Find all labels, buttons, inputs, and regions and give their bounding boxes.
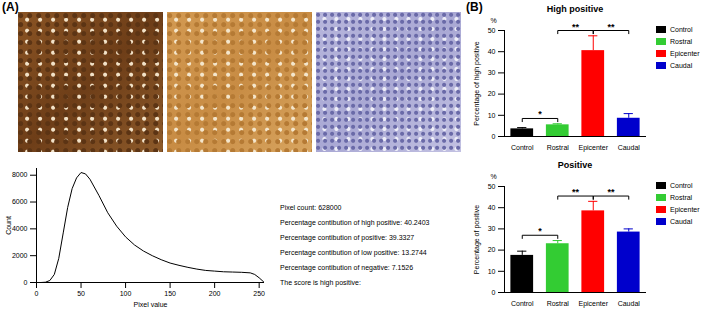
html-text:Rostral: Rostral xyxy=(670,38,693,45)
html-text:(A): (A) xyxy=(2,0,19,14)
svg-text:**: ** xyxy=(607,22,615,32)
svg-text:50: 50 xyxy=(77,290,85,297)
html-text:Positive: Positive xyxy=(557,160,593,170)
svg-text:0: 0 xyxy=(492,289,496,296)
html-text:Control: Control xyxy=(670,182,693,189)
svg-text:10: 10 xyxy=(488,112,496,119)
svg-text:Percentage of positive: Percentage of positive xyxy=(473,205,481,274)
svg-text:8000: 8000 xyxy=(12,171,28,178)
svg-text:30: 30 xyxy=(488,225,496,232)
svg-text:2000: 2000 xyxy=(12,252,28,259)
svg-text:50: 50 xyxy=(488,183,496,190)
svg-text:Pixel value: Pixel value xyxy=(134,301,168,308)
svg-text:150: 150 xyxy=(164,290,176,297)
svg-text:250: 250 xyxy=(253,290,265,297)
html-text:Caudal: Caudal xyxy=(670,62,693,69)
svg-text:10: 10 xyxy=(488,268,496,275)
svg-text:%: % xyxy=(491,173,497,180)
svg-text:Rostral: Rostral xyxy=(547,300,570,307)
svg-text:**: ** xyxy=(572,22,580,32)
html-text:Percentage contibution of high: Percentage contibution of high positive:… xyxy=(280,219,430,226)
svg-text:*: * xyxy=(538,226,542,236)
svg-text:**: ** xyxy=(607,187,615,197)
svg-text:0: 0 xyxy=(35,290,39,297)
svg-text:Percentage of high positive: Percentage of high positive xyxy=(473,41,481,126)
svg-text:Caudal: Caudal xyxy=(618,300,641,307)
html-text:Control: Control xyxy=(670,26,693,33)
svg-text:Epicenter: Epicenter xyxy=(578,300,608,308)
svg-text:40: 40 xyxy=(488,48,496,55)
svg-text:Caudal: Caudal xyxy=(618,144,641,151)
html-text:Percentage contibution of nega: Percentage contibution of negative: 7.15… xyxy=(280,264,414,271)
html-text:Pixel count: 628000: Pixel count: 628000 xyxy=(280,204,342,211)
svg-text:%: % xyxy=(491,17,497,24)
html-text:Percentage contibution of posi: Percentage contibution of positive: 39.3… xyxy=(280,234,415,241)
svg-text:*: * xyxy=(538,109,542,119)
svg-text:0: 0 xyxy=(24,279,28,286)
html-text:Epicenter: Epicenter xyxy=(670,206,700,213)
svg-text:20: 20 xyxy=(488,246,496,253)
svg-text:Epicenter: Epicenter xyxy=(578,144,608,152)
html-text:High positive: High positive xyxy=(546,4,604,14)
svg-text:30: 30 xyxy=(488,69,496,76)
html-text:Percentage contibution of low: Percentage contibution of low positive: … xyxy=(280,249,427,256)
svg-text:Control: Control xyxy=(511,300,534,307)
svg-text:6000: 6000 xyxy=(12,198,28,205)
svg-text:40: 40 xyxy=(488,204,496,211)
svg-text:20: 20 xyxy=(488,90,496,97)
html-text:The score is high positive:: The score is high positive: xyxy=(280,279,361,286)
html-text:Caudal: Caudal xyxy=(670,218,693,225)
svg-text:200: 200 xyxy=(209,290,221,297)
svg-text:Control: Control xyxy=(511,144,534,151)
html-text:Epicenter: Epicenter xyxy=(670,50,700,57)
svg-text:4000: 4000 xyxy=(12,225,28,232)
svg-text:Count: Count xyxy=(5,216,12,235)
svg-text:Rostral: Rostral xyxy=(547,144,570,151)
svg-text:0: 0 xyxy=(492,133,496,140)
html-text:Rostral: Rostral xyxy=(670,194,693,201)
svg-text:50: 50 xyxy=(488,27,496,34)
svg-text:100: 100 xyxy=(120,290,132,297)
svg-text:**: ** xyxy=(572,187,580,197)
html-text:(B): (B) xyxy=(466,0,483,14)
